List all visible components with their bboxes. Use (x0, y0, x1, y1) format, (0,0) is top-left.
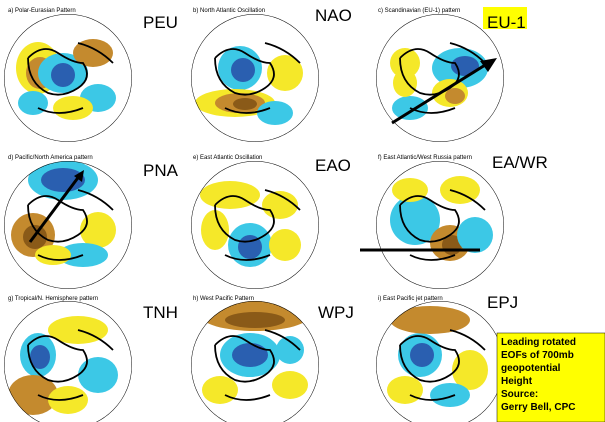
pattern-label: TNH (143, 303, 178, 322)
panel-caption: f) East Atlantic/West Russia pattern (378, 155, 472, 161)
anomaly-region (430, 383, 470, 407)
note-line: EOFs of 700mb (501, 350, 574, 361)
anomaly-region (276, 336, 304, 364)
anomaly-region (452, 350, 488, 390)
pattern-label: WPJ (318, 303, 354, 322)
anomaly-region (80, 212, 116, 248)
pattern-label: EPJ (487, 293, 518, 312)
coastline (214, 42, 301, 114)
anomaly-region (257, 101, 293, 125)
map-panel (191, 14, 319, 142)
label-highlight (483, 7, 527, 29)
anomaly-region (18, 91, 48, 115)
panel-caption: g) Tropical/N. Hemisphere pattern (8, 296, 98, 302)
pattern-label: NAO (315, 6, 352, 25)
panel-caption: h) West Pacific Pattern (193, 296, 254, 302)
anomaly-region (8, 375, 58, 415)
panel-caption: c) Scandinavian (EU-1) pattern (378, 8, 460, 14)
panel-caption: b) North Atlantic Oscillation (193, 8, 265, 14)
anomaly-region (387, 376, 423, 404)
anomaly-region (202, 376, 238, 404)
panel-caption: d) Pacific/North America pattern (8, 155, 93, 161)
note-line: geopotential (501, 363, 561, 374)
pattern-label: PEU (143, 13, 178, 32)
pattern-label: EA/WR (492, 153, 548, 172)
note-line: Gerry Bell, CPC (501, 402, 575, 413)
anomaly-region (440, 176, 480, 204)
anomaly-region (233, 98, 257, 110)
coastline (214, 329, 301, 401)
map-panel (376, 161, 504, 289)
anomaly-region (393, 69, 417, 97)
panel-caption: a) Polar-Eurasian Pattern (8, 8, 76, 14)
arrow-head (74, 170, 84, 182)
map-panel (191, 161, 319, 289)
anomaly-region (225, 312, 285, 328)
arrow (391, 60, 491, 125)
anomaly-region (35, 245, 71, 265)
panel-caption: i) East Pacific jet pattern (378, 296, 443, 302)
map-panel (4, 301, 132, 422)
note-line: Source: (501, 389, 538, 400)
map-panel (376, 14, 504, 142)
anomaly-region (269, 229, 301, 261)
anomaly-region (201, 210, 229, 250)
note-box (496, 332, 605, 422)
anomaly-region (272, 371, 308, 399)
anomaly-region (30, 345, 50, 369)
coastline (27, 42, 114, 114)
coastline (399, 329, 486, 401)
anomaly-region (231, 58, 255, 82)
anomaly-region (78, 357, 118, 393)
map-panel (4, 161, 132, 289)
anomaly-region (445, 88, 465, 104)
anomaly-region (51, 63, 75, 87)
arrow (28, 174, 82, 243)
coastline (27, 329, 114, 401)
note-line: Height (501, 376, 533, 387)
anomaly-region (232, 343, 268, 367)
coastline (399, 189, 486, 261)
panel-caption: e) East Atlantic Oscillation (193, 155, 262, 161)
anomaly-region (390, 48, 420, 78)
coastline (27, 189, 114, 261)
anomaly-region (457, 217, 493, 253)
pattern-label: PNA (143, 161, 179, 180)
anomaly-region (53, 96, 93, 120)
coastline (214, 189, 301, 261)
map-panel (376, 301, 504, 422)
pattern-label: EAO (315, 156, 351, 175)
map-panel (4, 14, 132, 142)
arrow-head (480, 58, 497, 72)
anomaly-region (390, 306, 470, 334)
anomaly-region (267, 55, 303, 91)
anomaly-region (200, 181, 260, 209)
anomaly-region (410, 343, 434, 367)
pattern-label: EU-1 (487, 13, 526, 32)
note-line: Leading rotated (501, 337, 576, 348)
anomaly-region (73, 39, 113, 67)
anomaly-region (41, 168, 85, 192)
anomaly-region (390, 195, 440, 245)
